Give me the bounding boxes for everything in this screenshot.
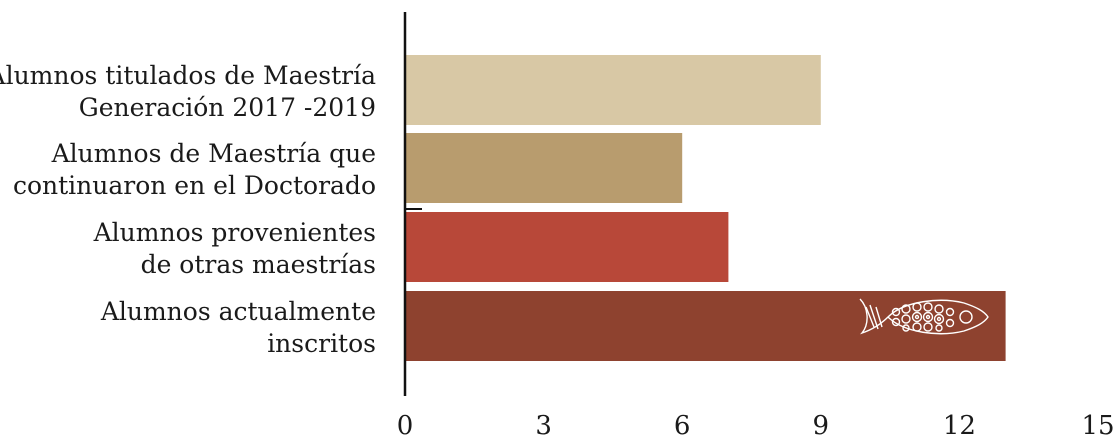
- bar-0: [405, 55, 821, 125]
- category-label-2-line-0: Alumnos provenientes: [93, 218, 376, 247]
- bar-2: [405, 212, 729, 282]
- x-tick-label-0: 0: [397, 411, 414, 441]
- category-label-1-line-1: continuaron en el Doctorado: [13, 171, 376, 200]
- x-tick-label-9: 9: [813, 411, 830, 441]
- category-label-3-line-1: inscritos: [267, 329, 376, 358]
- bars-group: [405, 55, 1006, 361]
- x-tick-label-15: 15: [1081, 411, 1114, 441]
- x-tick-label-12: 12: [943, 411, 976, 441]
- category-label-1-line-0: Alumnos de Maestría que: [51, 139, 376, 168]
- category-label-0-line-0: Alumnos titulados de Maestría: [0, 61, 376, 90]
- x-tick-label-6: 6: [674, 411, 691, 441]
- category-label-2-line-1: de otras maestrías: [141, 250, 376, 279]
- bar-3: [405, 291, 1006, 361]
- x-tick-label-3: 3: [535, 411, 552, 441]
- category-label-3-line-0: Alumnos actualmente: [100, 297, 376, 326]
- x-tick-labels-group: 0 3 6 9 12 15: [397, 411, 1114, 441]
- bar-1: [405, 133, 683, 203]
- category-labels-group: Alumnos titulados de Maestría Generación …: [0, 61, 376, 358]
- category-label-0-line-1: Generación 2017 -2019: [79, 93, 376, 122]
- fish-icon: [859, 298, 989, 335]
